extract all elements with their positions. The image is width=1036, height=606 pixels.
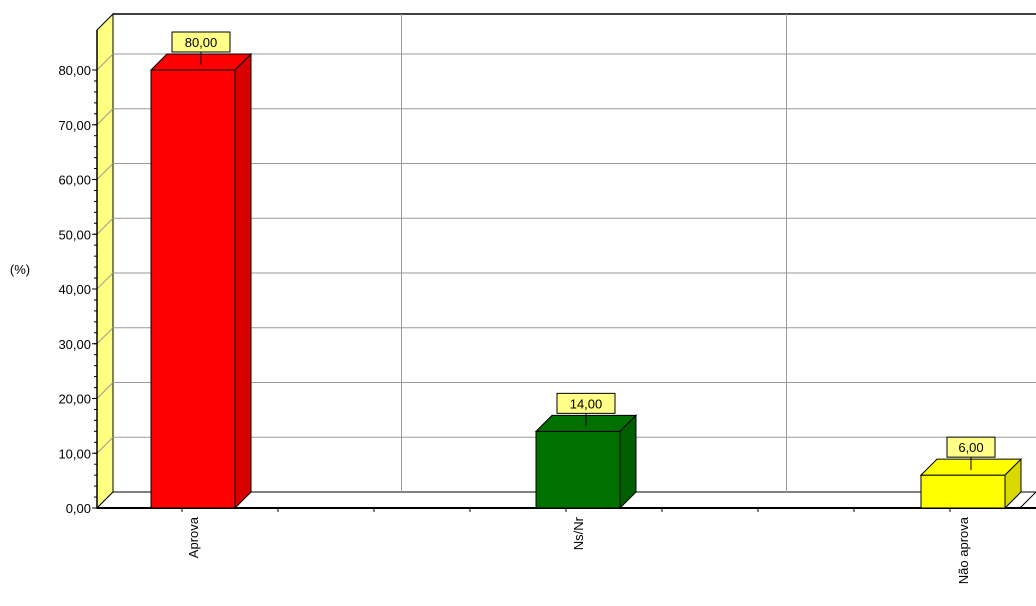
- y-tick-label: 80,00: [58, 63, 91, 78]
- gridlines: [96, 14, 1036, 492]
- y-tick-label: 40,00: [58, 282, 91, 297]
- bar-side-nao-aprova: [1004, 457, 1022, 510]
- gridline-wall: [96, 382, 114, 399]
- chart-walls: [95, 12, 1036, 510]
- y-tick-label: 0,00: [66, 501, 91, 516]
- gridline-wall: [96, 217, 114, 235]
- data-labels: 80,00 14,00 6,00: [171, 31, 996, 471]
- bar-side-aprova: [234, 52, 252, 510]
- y-tick-label: 30,00: [58, 337, 91, 352]
- x-tick-label-aprova: Aprova: [186, 516, 201, 558]
- side-wall: [96, 12, 114, 510]
- y-tick-label: 70,00: [58, 118, 91, 133]
- x-tick-label-ns-nr: Ns/Nr: [571, 516, 586, 550]
- bars: [149, 52, 1023, 510]
- bar-nao-aprova: [920, 474, 1006, 509]
- gridline-wall: [96, 272, 114, 290]
- y-axis-label: (%): [10, 262, 30, 277]
- gridline-wall: [96, 53, 114, 71]
- y-tick-label: 10,00: [58, 446, 91, 461]
- data-label-box: [946, 436, 996, 458]
- y-tick-label: 50,00: [58, 227, 91, 242]
- gridline-wall: [96, 436, 114, 454]
- data-label-box: [171, 31, 231, 53]
- gridline-wall: [96, 163, 114, 180]
- bar-aprova: [150, 69, 236, 509]
- bar-side-ns-nr: [619, 414, 637, 510]
- data-label-box: [556, 392, 616, 414]
- gridline-wall: [96, 327, 114, 345]
- data-label-ns-nr: 14,00: [570, 396, 603, 411]
- x-tick-label-nao-aprova: Não aprova: [956, 516, 971, 584]
- data-label-aprova: 80,00: [185, 35, 218, 50]
- bar-ns-nr: [535, 430, 621, 509]
- y-tick-label: 20,00: [58, 392, 91, 407]
- y-tick-label: 60,00: [58, 173, 91, 188]
- gridline-wall: [96, 108, 114, 126]
- data-label-nao-aprova: 6,00: [958, 440, 983, 455]
